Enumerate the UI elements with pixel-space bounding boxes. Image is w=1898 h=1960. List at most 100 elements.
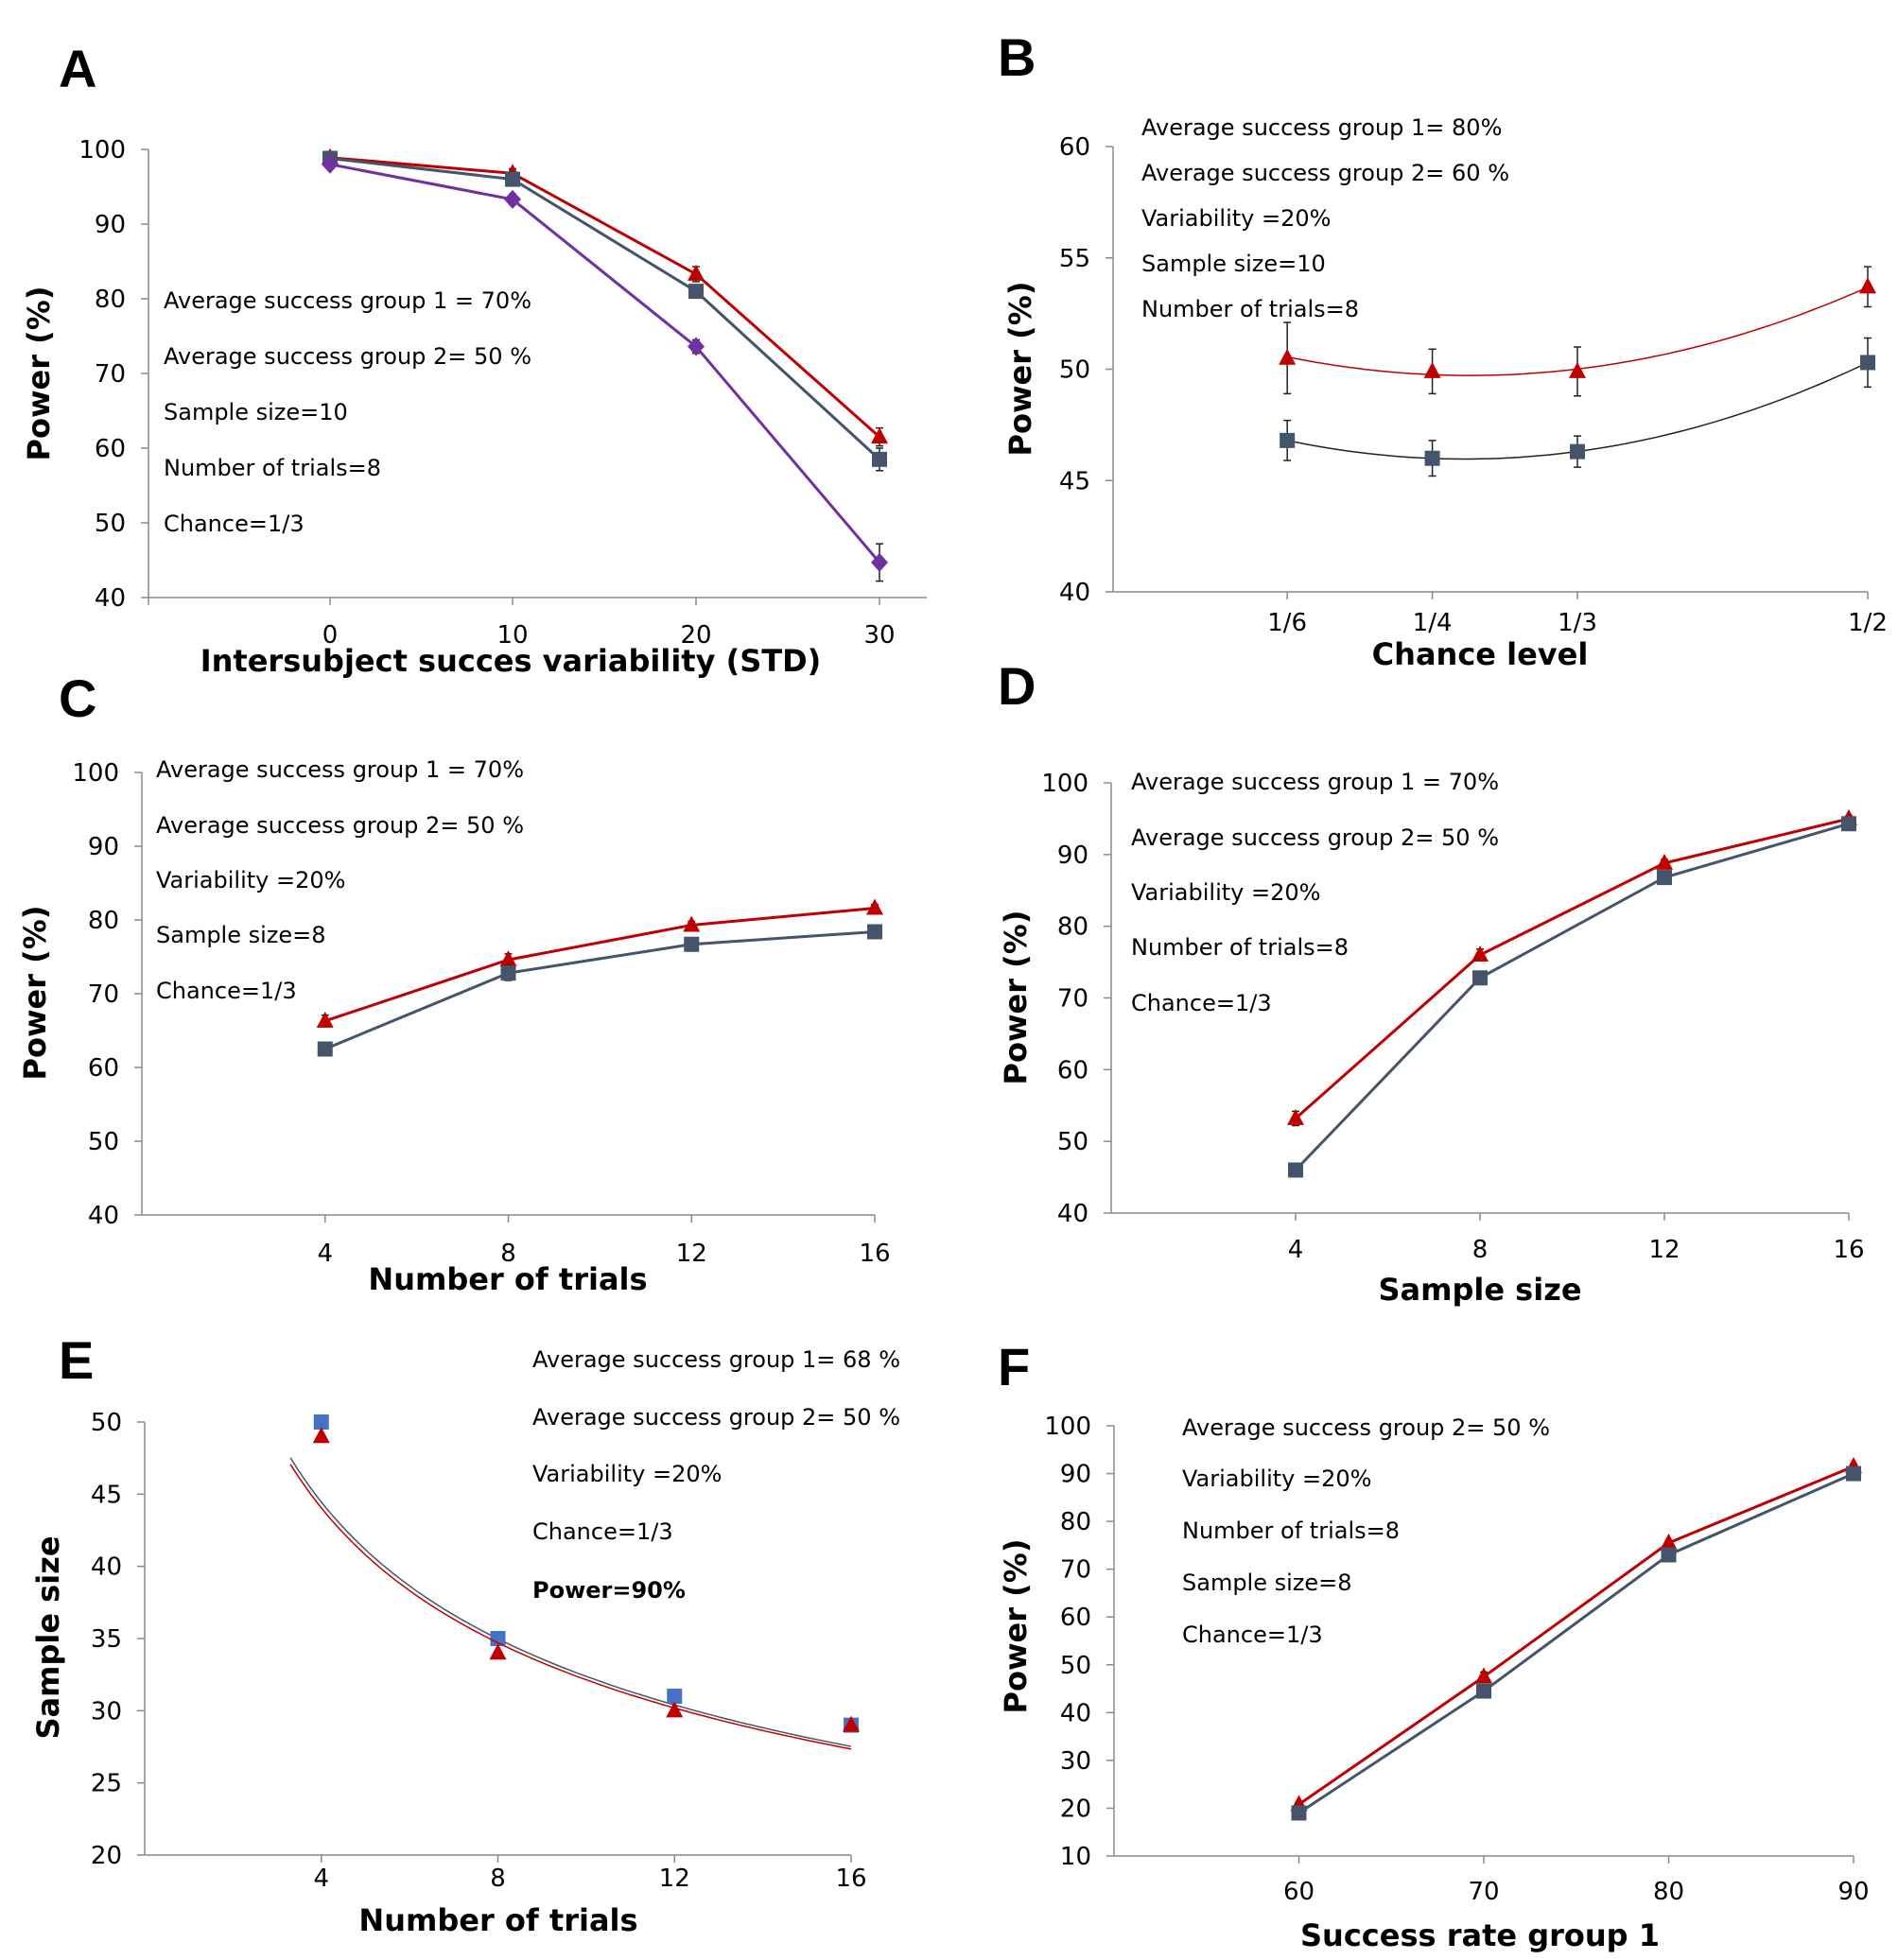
y-axis-label-d: Power (%): [998, 911, 1034, 1085]
data-point-purple: [871, 552, 888, 572]
x-tick-label: 4: [317, 1240, 333, 1268]
annotation: Chance=1/3: [1182, 1622, 1323, 1648]
y-tick-label: 30: [1060, 1747, 1091, 1776]
y-tick-label: 50: [88, 1128, 119, 1156]
series-red: [1290, 1456, 1862, 1812]
annotation: Sample size=10: [1141, 251, 1326, 277]
data-point-red: [666, 1701, 684, 1718]
data-point-dark: [1472, 970, 1488, 986]
data-point-dark: [1846, 1466, 1861, 1482]
series-line-dark: [1297, 1472, 1854, 1814]
y-tick-label: 50: [95, 510, 126, 538]
annotation: Average success group 1 = 70%: [156, 756, 524, 783]
y-tick-label: 90: [1057, 841, 1088, 870]
data-point-dark: [505, 171, 520, 187]
annotation: Average success group 2= 50 %: [164, 343, 531, 370]
series-dark: [317, 924, 882, 1057]
x-tick-label: 70: [1468, 1878, 1499, 1906]
data-point-dark: [1424, 450, 1440, 466]
panel-letter-b: B: [998, 27, 1036, 87]
data-point-red: [1279, 348, 1297, 365]
data-point-dark: [872, 451, 887, 467]
panel-b: B 40 45 50 55 60 1/6 1/4 1/3 1/2 Chance level Power…: [998, 27, 1888, 672]
data-point-red: [843, 1715, 860, 1732]
panel-letter-a: A: [59, 39, 96, 98]
panel-f: F 10 20 30 40 50 60 70 80 90 100 60 70 80 90 Success ra…: [998, 1337, 1870, 1953]
x-tick-label: 1/4: [1413, 609, 1453, 637]
y-tick-label: 40: [88, 1202, 119, 1230]
y-tick-label: 80: [88, 907, 119, 935]
y-axis-label-a: Power (%): [21, 286, 57, 461]
data-point-red: [1568, 361, 1586, 378]
y-axis-label-f: Power (%): [998, 1539, 1034, 1714]
y-tick-label: 45: [1059, 467, 1090, 495]
y-tick-label: 40: [1059, 579, 1090, 607]
series-red: [316, 898, 883, 1028]
x-tick-label: 12: [676, 1240, 707, 1268]
series-dark: [1280, 337, 1875, 477]
data-point-red: [312, 1427, 330, 1444]
series-red: [1287, 808, 1857, 1127]
annotation: Average success group 2= 50 %: [156, 812, 524, 839]
x-tick-label: 8: [490, 1865, 506, 1893]
y-tick-label: 50: [1059, 356, 1090, 385]
trendline-blue: [289, 1457, 852, 1747]
x-tick-label: 1/2: [1848, 609, 1888, 637]
y-tick-label: 20: [1060, 1795, 1091, 1823]
data-point-dark: [1476, 1683, 1491, 1699]
y-tick-label: 30: [91, 1697, 122, 1726]
panel-letter-e: E: [59, 1330, 94, 1390]
y-tick-label: 50: [1060, 1652, 1091, 1680]
y-axis-label-b: Power (%): [1002, 282, 1038, 457]
annotation: Average success group 2= 50 %: [1131, 824, 1499, 851]
series-dark: [1291, 1466, 1861, 1821]
annotation: Sample size=8: [1182, 1570, 1352, 1596]
data-point-purple: [688, 337, 705, 356]
data-point-dark: [1657, 870, 1672, 886]
y-tick-label: 80: [95, 286, 126, 314]
y-tick-label: 40: [1057, 1200, 1088, 1228]
annotation: Variability =20%: [156, 867, 345, 893]
annotation: Average success group 1= 80%: [1141, 114, 1502, 141]
y-tick-label: 100: [1044, 1413, 1091, 1441]
x-tick-label: 16: [1833, 1236, 1864, 1264]
data-point-red: [683, 915, 701, 932]
x-tick-label: 1/3: [1558, 609, 1597, 637]
data-point-purple: [322, 154, 339, 174]
y-tick-label: 40: [95, 584, 126, 613]
y-tick-label: 100: [78, 136, 126, 165]
annotation: Number of trials=8: [164, 455, 381, 481]
y-tick-label: 90: [88, 833, 119, 861]
data-point-red: [1475, 1667, 1492, 1684]
y-tick-label: 60: [95, 435, 126, 463]
annotation: Average success group 2= 50 %: [532, 1404, 900, 1431]
x-tick-label: 16: [859, 1240, 890, 1268]
x-tick-label: 80: [1653, 1878, 1684, 1906]
annotation: Sample size=8: [156, 922, 326, 948]
y-tick-label: 80: [1060, 1508, 1091, 1536]
annotation: Sample size=10: [164, 399, 348, 425]
series-dark: [1288, 816, 1856, 1178]
data-point-red: [316, 1011, 334, 1028]
panel-letter-c: C: [59, 668, 96, 728]
y-tick-label: 90: [95, 211, 126, 239]
x-tick-label: 10: [496, 621, 528, 650]
series-line-red: [329, 156, 880, 439]
data-point-red: [871, 427, 888, 444]
y-tick-label: 60: [88, 1054, 119, 1083]
y-tick-label: 35: [91, 1625, 122, 1654]
data-point-dark: [684, 936, 700, 952]
series-line-red: [1297, 1465, 1854, 1806]
series-red: [289, 1427, 860, 1750]
data-point-red: [499, 950, 517, 967]
annotation: Average success group 1= 68 %: [532, 1346, 900, 1373]
x-tick-label: 90: [1837, 1878, 1869, 1906]
annotation: Number of trials=8: [1182, 1518, 1400, 1544]
annotation: Number of trials=8: [1141, 296, 1359, 322]
y-tick-label: 40: [1060, 1699, 1091, 1727]
trendline-red: [289, 1464, 852, 1750]
data-point-red: [1859, 277, 1876, 294]
x-tick-label: 8: [1472, 1236, 1489, 1264]
annotation: Number of trials=8: [1131, 934, 1349, 961]
